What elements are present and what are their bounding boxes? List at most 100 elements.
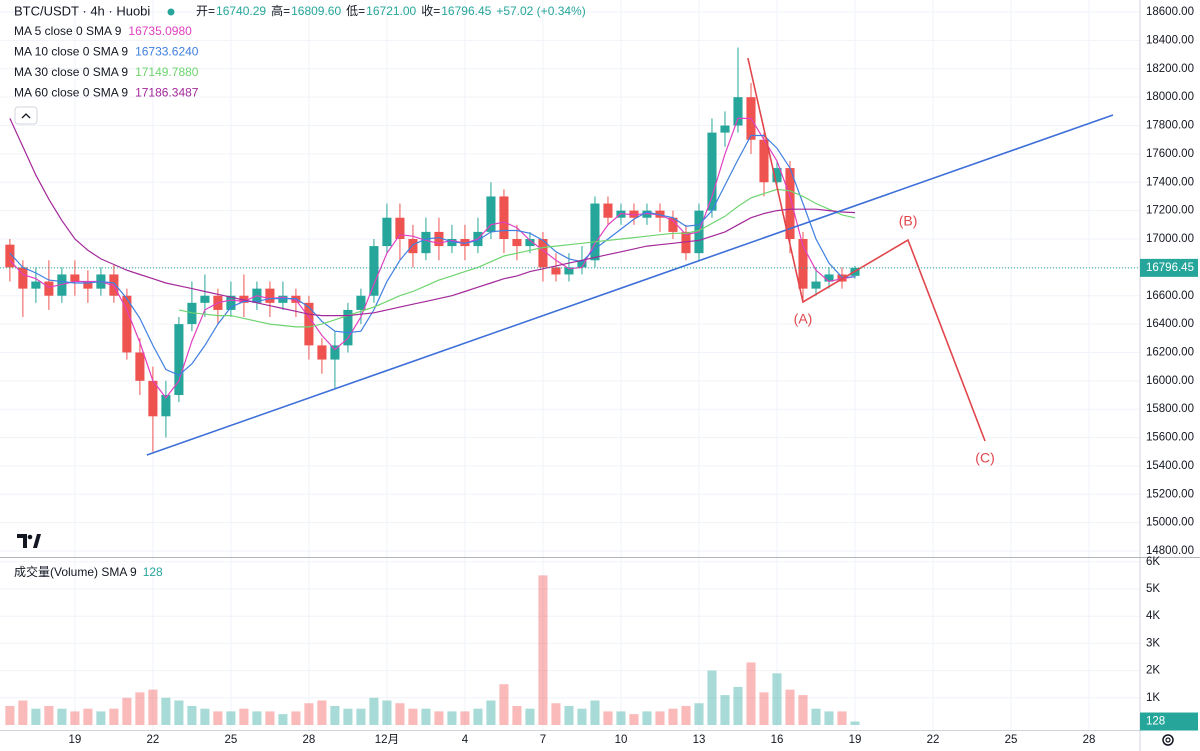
volume-bar [317, 700, 327, 725]
volume-bar [850, 721, 860, 725]
candle-body [109, 274, 119, 296]
y-tick-label: 15600.00 [1146, 432, 1194, 444]
candle-body [304, 302, 314, 346]
y-tick-label: 15400.00 [1146, 460, 1194, 472]
candle-body [512, 238, 522, 247]
volume-bar [694, 703, 704, 725]
legend-value: 16735.0980 [128, 24, 192, 38]
x-tick-label: 10 [615, 734, 628, 746]
volume-bar [460, 711, 470, 725]
ohlc-label: 高= [271, 3, 290, 18]
ohlc-value: 16809.60 [291, 4, 341, 18]
volume-bar [655, 711, 665, 725]
x-tick-label: 19 [849, 734, 862, 746]
volume-bar [681, 705, 691, 725]
volume-bar [31, 708, 41, 725]
candle-body [317, 345, 327, 360]
candle-body [57, 274, 67, 296]
candle-body [733, 97, 743, 126]
legend-name: MA 10 close 0 SMA 9 [14, 45, 128, 59]
y-tick-label: 15000.00 [1146, 517, 1194, 529]
x-tick-label: 4 [462, 734, 469, 746]
volume-bar [83, 708, 93, 725]
volume-bar [577, 708, 587, 725]
candle-body [681, 231, 691, 254]
volume-bar [408, 708, 418, 725]
ohlc-value: 16721.00 [366, 4, 416, 18]
y-tick-label: 16600.00 [1146, 290, 1194, 302]
y-tick-label: 17600.00 [1146, 148, 1194, 160]
candle-body [200, 295, 210, 303]
candle-body [486, 196, 496, 232]
candle-body [356, 295, 366, 310]
settings-gear[interactable] [1162, 734, 1174, 746]
candle-body [421, 231, 431, 254]
candle-body [772, 168, 782, 183]
legend-name: MA 5 close 0 SMA 9 [14, 24, 122, 38]
x-tick-label: 7 [540, 734, 546, 746]
volume-bar [343, 708, 353, 725]
collapse-button[interactable] [14, 106, 38, 125]
candle-body [655, 210, 665, 218]
volume-bar [18, 700, 28, 725]
ohlc-value: 16740.29 [216, 4, 266, 18]
x-tick-label: 13 [693, 734, 706, 746]
volume-bar [213, 711, 223, 725]
volume-bar [122, 697, 132, 725]
last-price-label: 16796.45 [1146, 262, 1194, 274]
volume-bar [109, 708, 119, 725]
volume-bar [148, 689, 158, 725]
y-tick-label: 17800.00 [1146, 120, 1194, 132]
candle-body [642, 210, 652, 218]
volume-tick-label: 6K [1146, 556, 1160, 568]
moving-average-line [9, 134, 856, 376]
candle-body [330, 345, 340, 360]
volume-bar [642, 711, 652, 725]
moving-average-line [9, 117, 856, 399]
candle-body [590, 203, 600, 261]
y-tick-label: 14800.00 [1146, 545, 1194, 557]
volume-tick-label: 1K [1146, 692, 1160, 704]
drawing-line [747, 57, 986, 442]
y-tick-label: 17200.00 [1146, 205, 1194, 217]
collapse-icon [21, 113, 31, 119]
volume-bar [603, 711, 613, 725]
candle-body [70, 274, 80, 282]
candle-body [460, 238, 470, 247]
volume-bar [239, 708, 249, 725]
y-tick-label: 18400.00 [1146, 34, 1194, 46]
volume-bar [811, 708, 821, 725]
candle-body [434, 231, 444, 247]
legend-value: 17186.3487 [135, 85, 199, 99]
candle-body [174, 324, 184, 396]
symbol-title: BTC/USDT · 4h · Huobi [14, 3, 150, 18]
y-tick-label: 15800.00 [1146, 403, 1194, 415]
volume-bar [226, 711, 236, 725]
y-tick-label: 18000.00 [1146, 91, 1194, 103]
x-tick-label: 22 [927, 734, 940, 746]
y-tick-label: 18200.00 [1146, 63, 1194, 75]
ohlc-label: 开= [196, 4, 215, 18]
candle-body [5, 244, 15, 268]
volume-bar [57, 708, 67, 725]
volume-legend-value: 128 [143, 565, 163, 579]
candle-body [720, 125, 730, 133]
volume-bar [369, 697, 379, 725]
volume-bar [421, 708, 431, 725]
wave-label: (A) [794, 311, 813, 327]
volume-tick-label: 4K [1146, 610, 1160, 622]
y-tick-label: 17000.00 [1146, 233, 1194, 245]
volume-bar [174, 700, 184, 725]
volume-bar [759, 692, 769, 725]
volume-bar [265, 711, 275, 725]
volume-bar [187, 705, 197, 725]
volume-bar [44, 705, 54, 725]
volume-bar [668, 708, 678, 725]
candle-body [447, 238, 457, 247]
volume-bar [447, 711, 457, 725]
moving-average-line [9, 118, 856, 317]
volume-legend-title: 成交量(Volume) SMA 9 [14, 564, 137, 579]
volume-tick-label: 2K [1146, 665, 1160, 677]
volume-bar [798, 695, 808, 725]
